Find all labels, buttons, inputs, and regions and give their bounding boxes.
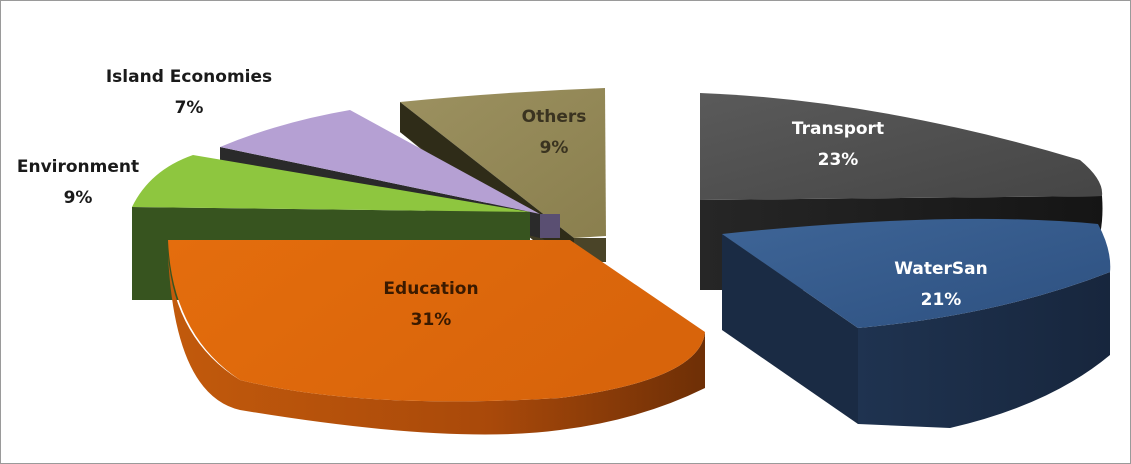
label-watersan-name: WaterSan (894, 259, 987, 279)
slice-education (168, 240, 705, 435)
label-transport-percent: 23% (818, 150, 859, 170)
label-others-name: Others (522, 107, 587, 127)
label-others-percent: 9% (540, 138, 569, 158)
label-transport-name: Transport (792, 119, 884, 139)
label-environment-percent: 9% (64, 188, 93, 208)
label-education-name: Education (383, 279, 478, 299)
label-island-economies-name: Island Economies (106, 67, 272, 87)
label-education-percent: 31% (411, 310, 452, 330)
label-watersan-percent: 21% (921, 290, 962, 310)
label-environment-name: Environment (17, 157, 139, 177)
slice-watersan (722, 218, 1111, 428)
label-island-economies-percent: 7% (175, 98, 204, 118)
